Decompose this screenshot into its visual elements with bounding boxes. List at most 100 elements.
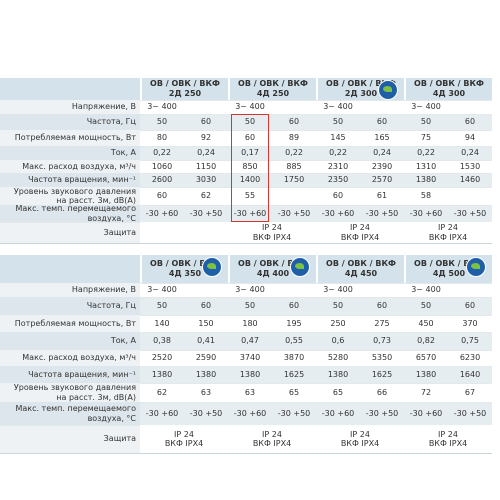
cell-value: 92 <box>200 133 212 143</box>
label-bg <box>0 383 140 402</box>
cell-value: 3~ 400 <box>235 102 265 112</box>
cell-value: 60 <box>376 117 388 127</box>
row-label: Частота, Гц <box>86 117 136 127</box>
protection-line: ВКФ IPX4 <box>252 439 292 448</box>
cell-value: 5350 <box>371 353 393 363</box>
protection-cell: IP 24 ВКФ IPX4 <box>404 222 492 243</box>
cell-value: 50 <box>244 301 256 311</box>
cell-value: 60 <box>156 191 168 201</box>
protection-cell: IP 24 ВКФ IPX4 <box>140 425 228 453</box>
cell-value: 94 <box>464 133 476 143</box>
erp-logo <box>202 257 222 277</box>
cell-value: 60 <box>288 117 300 127</box>
cell-value: 2570 <box>371 175 393 185</box>
cell-value: 145 <box>330 133 346 143</box>
erp-logo <box>290 257 310 277</box>
label-bg <box>0 205 140 222</box>
cell-value: 1380 <box>415 369 437 379</box>
cell-value: 0,24 <box>373 148 391 158</box>
cell-value: 2310 <box>327 161 349 171</box>
cell-value: -30 +60 <box>321 408 355 418</box>
model-size: 4Д 400 <box>256 269 290 278</box>
row-label: Напряжение, В <box>71 285 136 295</box>
highlight-box <box>231 114 269 222</box>
model-size: 4Д 300 <box>432 89 466 98</box>
cell-value: 63 <box>200 387 212 397</box>
cell-value: 0,24 <box>461 148 479 158</box>
cell-value: 1380 <box>327 369 349 379</box>
protection-line: ВКФ IPX4 <box>164 439 204 448</box>
cell-value: 80 <box>156 133 168 143</box>
cell-value: 60 <box>200 301 212 311</box>
cell-value: 0,24 <box>197 148 215 158</box>
cell-value: 3870 <box>283 353 305 363</box>
cell-value: 3~ 400 <box>411 102 441 112</box>
label-bg <box>0 402 140 425</box>
cell-value: 1380 <box>195 369 217 379</box>
protection-cell <box>140 222 228 243</box>
cell-value: 62 <box>156 387 168 397</box>
protection-cell: IP 24 ВКФ IPX4 <box>404 425 492 453</box>
cell-value: 55 <box>244 191 256 201</box>
label-bg <box>0 130 140 146</box>
cell-value: 1380 <box>415 175 437 185</box>
model-header: ОВ / ОВК / ВКФ 4Д 250 <box>228 78 316 100</box>
row-label: Потребляемая мощность, Вт <box>14 133 136 143</box>
cell-value: 0,55 <box>285 336 303 346</box>
label-bg <box>0 350 140 366</box>
protection-line: IP 24 <box>350 429 370 439</box>
cell-value: 1750 <box>283 175 305 185</box>
row-label: Ток, А <box>110 336 136 346</box>
label-bg <box>0 114 140 130</box>
cell-value: 1310 <box>415 161 437 171</box>
cell-value: 2590 <box>195 353 217 363</box>
cell-value: -30 +50 <box>189 208 223 218</box>
cell-value: 885 <box>286 161 302 171</box>
protection-line: ВКФ IPX4 <box>340 232 380 242</box>
row-label: Частота вращения, мин⁻¹ <box>28 369 136 379</box>
label-bg <box>0 283 140 297</box>
cell-value: 3740 <box>239 353 261 363</box>
cell-value: -30 +50 <box>277 208 311 218</box>
protection-line: ВКФ IPX4 <box>428 232 468 242</box>
cell-value: 150 <box>198 318 214 328</box>
model-header: ОВ / ОВК / ВКФ 2Д 250 <box>140 78 228 100</box>
label-bg <box>0 332 140 350</box>
row-label: Частота, Гц <box>86 301 136 311</box>
cell-value: 0,47 <box>241 336 259 346</box>
cell-value: 72 <box>420 387 432 397</box>
cell-value: -30 +50 <box>365 208 399 218</box>
cell-value: 50 <box>332 301 344 311</box>
label-bg <box>0 187 140 205</box>
row-label: Напряжение, В <box>71 102 136 112</box>
cell-value: 370 <box>462 318 478 328</box>
erp-logo <box>378 80 398 100</box>
protection-line: ВКФ IPX4 <box>428 439 468 448</box>
row-label: Частота вращения, мин⁻¹ <box>28 175 136 185</box>
protection-cell: IP 24 ВКФ IPX4 <box>316 425 404 453</box>
cell-value: -30 +50 <box>453 208 487 218</box>
cell-value: 1460 <box>459 175 481 185</box>
cell-value: 58 <box>420 191 432 201</box>
cell-value: 50 <box>420 301 432 311</box>
cell-value: 62 <box>200 191 212 201</box>
cell-value: 0,6 <box>331 336 345 346</box>
protection-line: ВКФ IPX4 <box>340 439 380 448</box>
cell-value: 67 <box>464 387 476 397</box>
cell-value: -30 +60 <box>409 408 443 418</box>
cell-value: 63 <box>244 387 256 397</box>
cell-value: 180 <box>242 318 258 328</box>
label-bg <box>0 100 140 114</box>
cell-value: 66 <box>376 387 388 397</box>
row-label: Макс. расход воздуха, м³/ч <box>22 161 136 171</box>
row-label: Уровень звукового давления на расст. 3м,… <box>13 383 136 402</box>
protection-line: IP 24 <box>262 223 282 233</box>
model-size: 4Д 500 <box>432 269 466 278</box>
cell-value: 450 <box>418 318 434 328</box>
cell-value: -30 +50 <box>189 408 223 418</box>
row-label: Защита <box>103 227 136 237</box>
cell-value: 165 <box>374 133 390 143</box>
cell-value: -30 +60 <box>409 208 443 218</box>
protection-cell: IP 24 ВКФ IPX4 <box>228 222 316 243</box>
